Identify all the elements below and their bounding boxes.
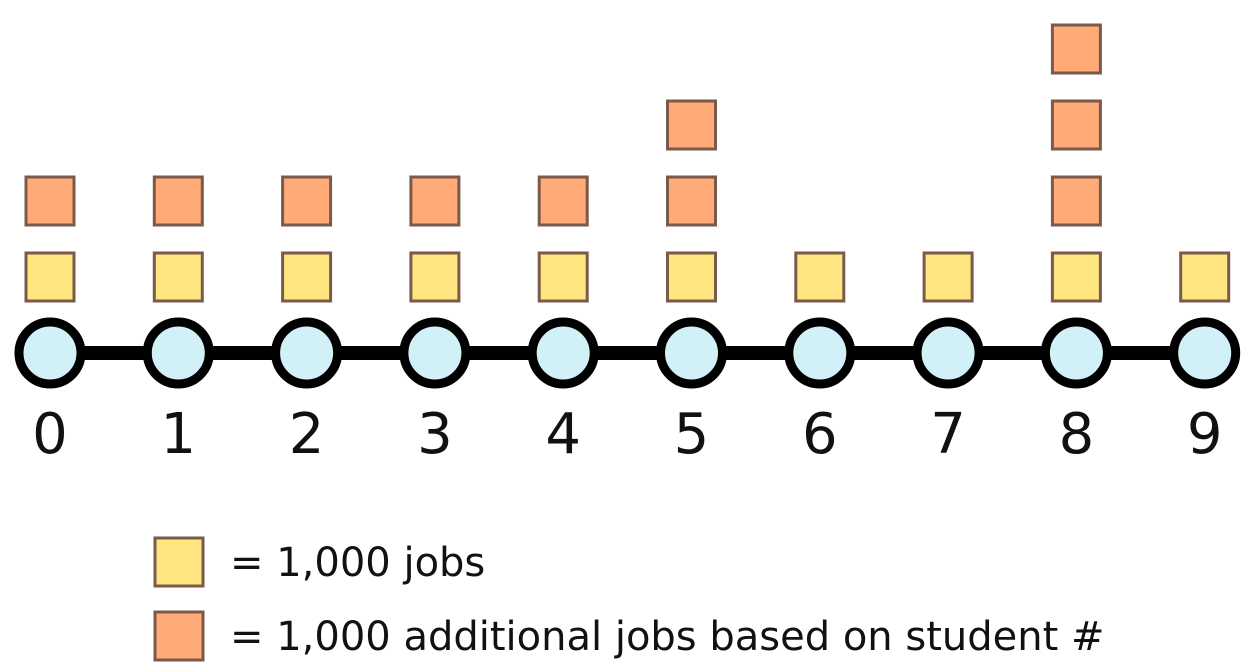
base-job-block: [1179, 251, 1231, 303]
station-label: 7: [930, 402, 966, 467]
additional-job-block: [537, 175, 589, 227]
station-7: [912, 317, 984, 389]
station-label: 0: [32, 402, 68, 467]
base-job-block: [922, 251, 974, 303]
station-label: 4: [545, 402, 581, 467]
legend-additional-label: = 1,000 additional jobs based on student…: [230, 614, 1105, 660]
legend: = 1,000 jobs = 1,000 additional jobs bas…: [153, 536, 1105, 662]
station-6: [784, 317, 856, 389]
station-label: 3: [417, 402, 453, 467]
station-2: [271, 317, 343, 389]
station-9: [1169, 317, 1241, 389]
station-5: [656, 317, 727, 389]
additional-job-block: [1050, 23, 1102, 75]
station-4: [527, 317, 599, 389]
additional-job-block: [152, 175, 204, 227]
additional-job-block: [666, 175, 717, 227]
base-job-block: [281, 251, 333, 303]
station-label: 5: [674, 402, 710, 467]
stations: [14, 317, 1241, 389]
additional-job-block: [281, 175, 333, 227]
job-blocks: [24, 23, 1231, 303]
station-3: [399, 317, 471, 389]
additional-job-block: [666, 99, 717, 151]
station-label: 2: [289, 402, 325, 467]
base-job-block: [794, 251, 846, 303]
station-label: 9: [1187, 402, 1223, 467]
base-job-block: [24, 251, 76, 303]
additional-job-block: [1050, 99, 1102, 151]
base-job-block: [666, 251, 717, 303]
legend-base-swatch: [153, 536, 205, 588]
base-job-block: [1050, 251, 1102, 303]
legend-additional-swatch: [153, 610, 205, 662]
station-labels: 0 1 2 3 4 5 6 7 8 9: [32, 402, 1222, 467]
station-label: 8: [1059, 402, 1095, 467]
station-label: 6: [802, 402, 838, 467]
additional-job-block: [409, 175, 461, 227]
station-8: [1040, 317, 1112, 389]
station-1: [142, 317, 214, 389]
station-label: 1: [160, 402, 196, 467]
legend-base-label: = 1,000 jobs: [230, 540, 485, 586]
additional-job-block: [24, 175, 76, 227]
additional-job-block: [1050, 175, 1102, 227]
base-job-block: [152, 251, 204, 303]
base-job-block: [537, 251, 589, 303]
station-0: [14, 317, 86, 389]
base-job-block: [409, 251, 461, 303]
